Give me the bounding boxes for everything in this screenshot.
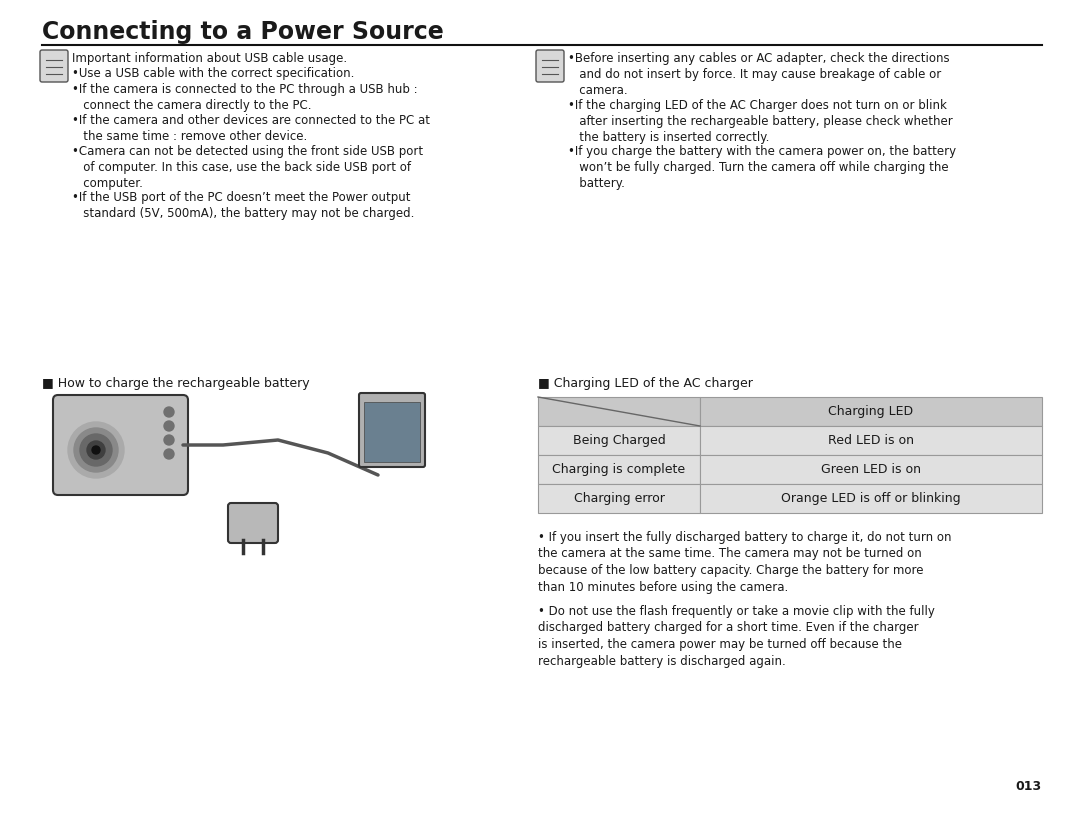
Text: ■ Charging LED of the AC charger: ■ Charging LED of the AC charger bbox=[538, 377, 753, 390]
Circle shape bbox=[164, 421, 174, 431]
FancyBboxPatch shape bbox=[359, 393, 426, 467]
Text: •Use a USB cable with the correct specification.: •Use a USB cable with the correct specif… bbox=[72, 67, 354, 80]
Text: •Before inserting any cables or AC adapter, check the directions
   and do not i: •Before inserting any cables or AC adapt… bbox=[568, 52, 949, 97]
Text: Being Charged: Being Charged bbox=[572, 434, 665, 447]
Text: Charging error: Charging error bbox=[573, 492, 664, 505]
Text: Green LED is on: Green LED is on bbox=[821, 463, 921, 476]
Text: Charging is complete: Charging is complete bbox=[553, 463, 686, 476]
Text: Important information about USB cable usage.: Important information about USB cable us… bbox=[72, 52, 347, 65]
Bar bbox=[700, 397, 1042, 426]
Circle shape bbox=[164, 435, 174, 445]
Bar bbox=[700, 426, 1042, 455]
FancyBboxPatch shape bbox=[53, 395, 188, 495]
FancyBboxPatch shape bbox=[40, 50, 68, 82]
Circle shape bbox=[164, 449, 174, 459]
Circle shape bbox=[87, 441, 105, 459]
Bar bbox=[700, 484, 1042, 513]
Text: •If you charge the battery with the camera power on, the battery
   won’t be ful: •If you charge the battery with the came… bbox=[568, 145, 956, 190]
Circle shape bbox=[164, 407, 174, 417]
Text: •Camera can not be detected using the front side USB port
   of computer. In thi: •Camera can not be detected using the fr… bbox=[72, 145, 423, 190]
Bar bbox=[538, 455, 700, 484]
Text: •If the camera is connected to the PC through a USB hub :
   connect the camera : •If the camera is connected to the PC th… bbox=[72, 83, 418, 112]
Text: Connecting to a Power Source: Connecting to a Power Source bbox=[42, 20, 444, 44]
Circle shape bbox=[80, 434, 112, 466]
Bar bbox=[364, 402, 420, 462]
Bar bbox=[538, 426, 700, 455]
Text: •If the camera and other devices are connected to the PC at
   the same time : r: •If the camera and other devices are con… bbox=[72, 114, 430, 143]
Text: •If the charging LED of the AC Charger does not turn on or blink
   after insert: •If the charging LED of the AC Charger d… bbox=[568, 99, 953, 143]
Text: Orange LED is off or blinking: Orange LED is off or blinking bbox=[781, 492, 961, 505]
Text: • Do not use the flash frequently or take a movie clip with the fully
discharged: • Do not use the flash frequently or tak… bbox=[538, 605, 935, 667]
Bar bbox=[538, 397, 700, 426]
Bar bbox=[538, 484, 700, 513]
Text: Charging LED: Charging LED bbox=[828, 405, 914, 418]
Text: •If the USB port of the PC doesn’t meet the Power output
   standard (5V, 500mA): •If the USB port of the PC doesn’t meet … bbox=[72, 191, 415, 219]
Bar bbox=[700, 455, 1042, 484]
FancyBboxPatch shape bbox=[536, 50, 564, 82]
Circle shape bbox=[75, 428, 118, 472]
Text: • If you insert the fully discharged battery to charge it, do not turn on
the ca: • If you insert the fully discharged bat… bbox=[538, 531, 951, 593]
Circle shape bbox=[92, 446, 100, 454]
Text: ■ How to charge the rechargeable battery: ■ How to charge the rechargeable battery bbox=[42, 377, 310, 390]
Text: Red LED is on: Red LED is on bbox=[828, 434, 914, 447]
FancyBboxPatch shape bbox=[228, 503, 278, 543]
Text: 013: 013 bbox=[1016, 780, 1042, 793]
Circle shape bbox=[68, 422, 124, 478]
